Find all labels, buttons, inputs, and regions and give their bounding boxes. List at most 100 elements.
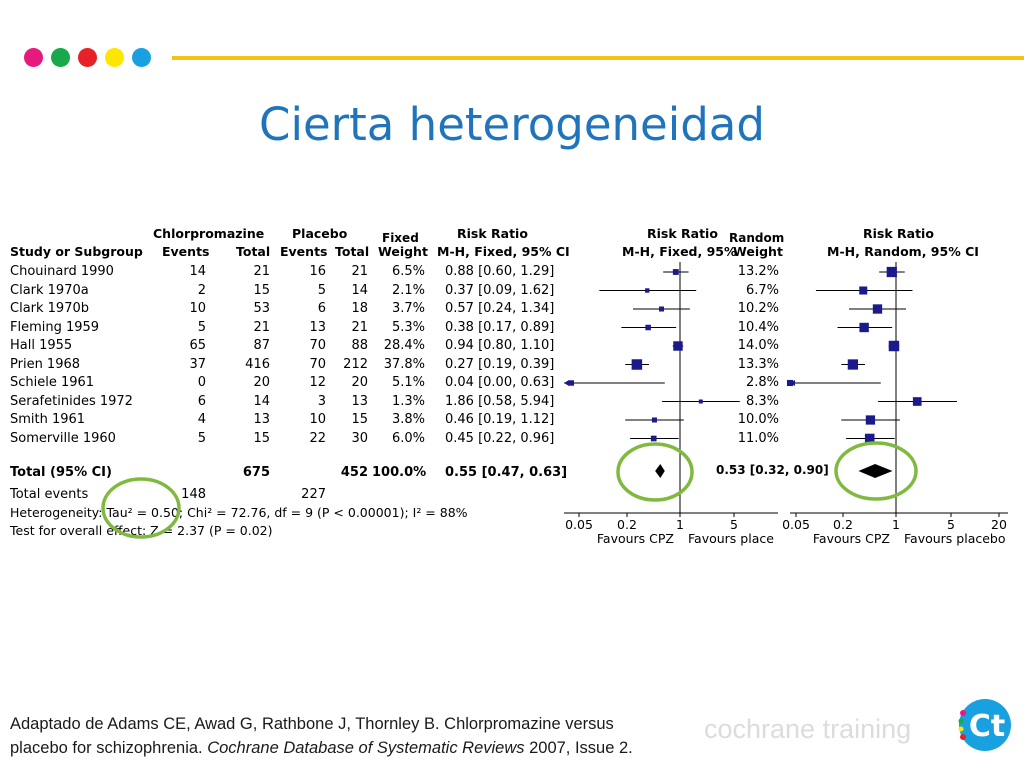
citation-line-1: Adaptado de Adams CE, Awad G, Rathbone J… xyxy=(10,715,614,733)
cell-e2: 70 xyxy=(309,338,326,353)
dot-blue xyxy=(132,48,151,67)
citation-journal: Cochrane Database of Systematic Reviews xyxy=(207,739,525,757)
effect-square xyxy=(698,399,703,404)
cell-e2: 70 xyxy=(309,356,326,372)
x-tick-label: 0.2 xyxy=(617,517,637,532)
plot2-title: Risk Ratio xyxy=(863,226,934,241)
cell-e2: 5 xyxy=(317,282,326,298)
col-study: Study or Subgroup xyxy=(10,244,143,259)
total-rr: 0.55 [0.47, 0.63] xyxy=(445,465,568,480)
cell-rr: 0.27 [0.19, 0.39] xyxy=(445,356,555,372)
cell-rr: 0.45 [0.22, 0.96] xyxy=(445,430,555,446)
effect-square xyxy=(645,324,651,331)
total-placebo: 452 xyxy=(340,465,368,480)
cell-t2: 20 xyxy=(351,375,368,390)
cell-study: Serafetinides 1972 xyxy=(10,393,133,409)
cell-t1: 21 xyxy=(253,264,270,279)
cell-t1: 14 xyxy=(253,393,270,409)
citation-line-2-pre: placebo for schizophrenia. xyxy=(10,739,208,757)
header-rule xyxy=(172,56,1024,60)
cell-t2: 30 xyxy=(351,430,368,446)
pooled-diamond xyxy=(858,464,893,478)
cell-rr: 0.04 [0.00, 0.63] xyxy=(445,375,555,390)
effect-square xyxy=(568,380,574,386)
effect-square xyxy=(631,359,643,370)
effect-square xyxy=(672,269,679,275)
effect-square xyxy=(912,397,922,406)
plot2-method: M-H, Random, 95% CI xyxy=(827,244,979,259)
cell-w: 6.5% xyxy=(391,264,425,279)
cell-rw: 10.4% xyxy=(737,319,779,335)
cell-e1: 5 xyxy=(197,430,206,446)
effect-square xyxy=(864,433,875,444)
effect-square xyxy=(872,304,883,314)
col-total-cpz: Total xyxy=(236,244,271,259)
cell-rw: 10.2% xyxy=(737,301,779,316)
cell-rr: 0.88 [0.60, 1.29] xyxy=(445,264,555,279)
x-tick-label: 0.05 xyxy=(782,517,810,532)
cell-t2: 88 xyxy=(351,338,368,353)
cell-study: Smith 1961 xyxy=(10,412,86,427)
cell-e1: 10 xyxy=(189,301,206,316)
cell-w: 3.8% xyxy=(391,412,425,427)
cell-w: 5.1% xyxy=(391,375,425,390)
col-events-placebo: Events xyxy=(280,244,328,259)
cell-e1: 14 xyxy=(189,264,206,279)
cell-e2: 16 xyxy=(309,264,326,279)
cell-rr: 0.38 [0.17, 0.89] xyxy=(445,319,555,335)
x-tick-label: 0.05 xyxy=(565,517,593,532)
cell-study: Schiele 1961 xyxy=(10,375,95,390)
effect-square xyxy=(886,266,897,278)
cochrane-training-logo: Ct xyxy=(958,699,1011,751)
cell-rr: 0.37 [0.09, 1.62] xyxy=(445,282,555,298)
cell-rw: 6.7% xyxy=(745,282,779,298)
effect-square xyxy=(651,417,657,423)
effect-square xyxy=(859,286,868,295)
total-label: Total (95% CI) xyxy=(10,465,112,480)
plot1-title: Risk Ratio xyxy=(647,226,718,241)
cell-w: 2.1% xyxy=(391,282,425,298)
x-tick-label: 20 xyxy=(991,517,1007,532)
cell-t2: 15 xyxy=(351,412,368,427)
cell-e1: 0 xyxy=(197,375,206,390)
cochrane-training-watermark: cochrane training xyxy=(704,714,912,744)
cell-rr: 0.57 [0.24, 1.34] xyxy=(445,301,555,316)
cell-w: 1.3% xyxy=(391,393,425,409)
cell-t1: 15 xyxy=(253,282,270,298)
citation-line-2: placebo for schizophrenia. Cochrane Data… xyxy=(10,736,633,760)
cell-e1: 4 xyxy=(197,412,206,427)
plot1-method: M-H, Fixed, 95% xyxy=(622,244,737,259)
cell-t2: 13 xyxy=(351,393,368,409)
cell-study: Clark 1970a xyxy=(10,282,89,298)
cell-e2: 13 xyxy=(309,319,326,335)
cell-w: 37.8% xyxy=(383,356,425,372)
favours-right-label: Favours placebo xyxy=(904,531,1006,546)
cell-study: Chouinard 1990 xyxy=(10,264,114,279)
cell-t2: 21 xyxy=(351,264,368,279)
cell-e2: 10 xyxy=(309,412,326,427)
x-tick-label: 1 xyxy=(676,517,684,532)
cell-rw: 13.3% xyxy=(737,356,779,372)
random-total-rr: 0.53 [0.32, 0.90] xyxy=(716,463,829,477)
cell-study: Hall 1955 xyxy=(10,338,73,353)
x-tick-label: 5 xyxy=(947,517,955,532)
cell-w: 3.7% xyxy=(391,301,425,316)
cell-t1: 15 xyxy=(253,430,270,446)
ci-arrow xyxy=(564,380,569,386)
group-header-cpz: Chlorpromazine xyxy=(153,226,265,241)
cell-t2: 21 xyxy=(351,319,368,335)
x-tick-label: 5 xyxy=(730,517,738,532)
cell-rw: 10.0% xyxy=(737,412,779,427)
favours-right-label: Favours place xyxy=(688,531,774,546)
cell-w: 28.4% xyxy=(383,338,425,353)
effect-square xyxy=(645,288,650,293)
total-cpz: 675 xyxy=(242,465,270,480)
cell-t1: 87 xyxy=(253,338,270,353)
cell-t1: 20 xyxy=(253,375,270,390)
highlight-circle-fixed-diamond xyxy=(616,442,694,502)
cell-e2: 12 xyxy=(309,375,326,390)
dot-yellow xyxy=(105,48,124,67)
cell-e2: 22 xyxy=(309,430,326,446)
effect-square xyxy=(865,415,876,425)
